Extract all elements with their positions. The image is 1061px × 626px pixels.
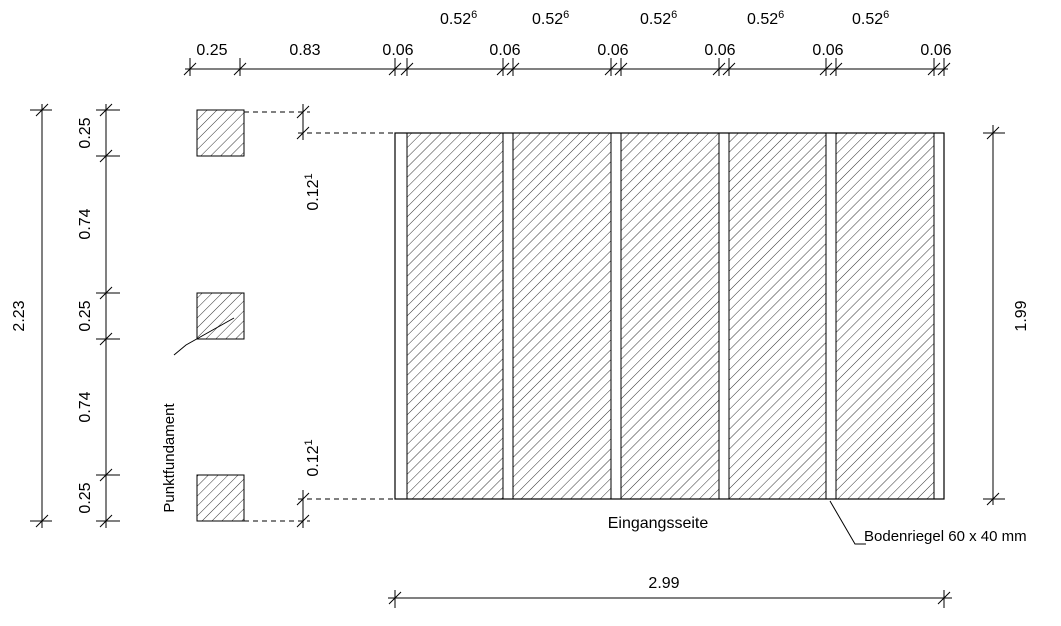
footing-top [196,109,245,157]
dim-top-gap-6: 0.06 [920,42,951,59]
dim-right: 1.99 [1013,300,1030,331]
dim-left-total: 2.23 [11,300,28,331]
dim-top-gap-4: 0.06 [704,42,735,59]
dim-top-gap-3: 0.06 [597,42,628,59]
footing-middle [196,292,245,340]
dim-board-1: 0.526 [440,9,477,28]
dim-top-0-25: 0.25 [196,42,227,59]
dim-offset-top: 0.121 [303,173,322,210]
left-segment-dimensions: 0.25 0.74 0.25 0.74 0.25 [77,103,120,528]
label-point-footing: Punktfundament [161,403,178,513]
top-dimension-chain: 0.25 0.83 0.06 0.06 0.06 0.06 0.06 0.06 … [183,9,952,76]
dim-left-seg-4: 0.74 [77,391,94,422]
floor-board-3 [620,132,720,500]
dim-left-seg-3: 0.25 [77,300,94,331]
floor-plan [394,132,945,500]
dim-top-gap-5: 0.06 [812,42,843,59]
floor-board-5 [835,132,935,500]
footing-bottom [196,474,245,522]
floor-board-4 [728,132,827,500]
dim-left-seg-2: 0.74 [77,208,94,239]
dim-offset-bottom: 0.121 [303,439,322,476]
footing-offset-dimensions: 0.121 0.121 [296,104,322,528]
dim-board-4: 0.526 [747,9,784,28]
floor-beam-leader [829,500,866,545]
bottom-dimension: 2.99 [388,575,952,608]
left-total-dimension: 2.23 [11,103,52,528]
point-footings: Punktfundament [161,109,245,522]
dim-board-3: 0.526 [640,9,677,28]
alignment-lines [244,111,395,522]
dim-board-5: 0.526 [852,9,889,28]
dim-top-0-83: 0.83 [289,42,320,59]
label-floor-beam: Bodenriegel 60 x 40 mm [864,528,1027,545]
dim-left-seg-1: 0.25 [77,117,94,148]
label-entrance-side: Eingangsseite [608,515,709,532]
dim-top-gap-2: 0.06 [489,42,520,59]
right-dimension: 1.99 [983,125,1030,506]
dim-top-gap-1: 0.06 [382,42,413,59]
dim-board-2: 0.526 [532,9,569,28]
floor-board-1 [406,132,504,500]
dim-left-seg-5: 0.25 [77,482,94,513]
floor-board-2 [512,132,612,500]
dim-bottom: 2.99 [648,575,679,592]
